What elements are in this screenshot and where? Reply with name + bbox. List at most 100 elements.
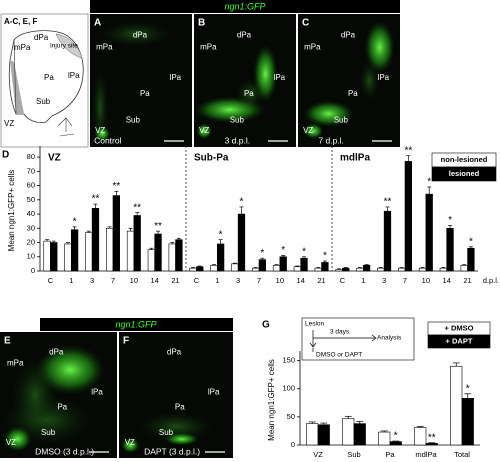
significance-label: * xyxy=(394,431,398,442)
x-tick-label: 3 xyxy=(90,276,94,285)
error-bar xyxy=(378,267,383,269)
y-axis-label: Mean ngn1:GFP+ cells xyxy=(7,170,16,252)
error-bar xyxy=(218,239,223,244)
y-tick-label: 150 xyxy=(282,356,295,365)
region-label: VZ xyxy=(6,438,16,447)
significance-label: * xyxy=(73,217,77,228)
x-tick-label: 7 xyxy=(257,276,261,285)
schematic-label: mPa xyxy=(14,43,31,52)
region-label: lPa xyxy=(170,73,182,82)
error-bar xyxy=(211,264,216,266)
significance-label: ** xyxy=(154,221,162,232)
error-bar xyxy=(295,265,300,267)
bar xyxy=(300,257,308,272)
gfp-signal xyxy=(164,432,199,446)
error-bar xyxy=(65,242,70,244)
region-label: Sub xyxy=(230,116,245,125)
error-bar xyxy=(239,206,244,215)
y-tick-label: 50 xyxy=(27,195,35,204)
error-bar xyxy=(72,226,77,230)
bar xyxy=(425,193,433,272)
region-label: Pa xyxy=(244,89,254,98)
y-tick-label: 30 xyxy=(27,223,35,232)
error-bar xyxy=(232,262,237,264)
x-tick-label: 14 xyxy=(297,276,305,285)
panel-letter: B xyxy=(198,18,205,29)
error-bar xyxy=(128,227,133,232)
region-label: lPa xyxy=(378,73,390,82)
region-label: mPa xyxy=(304,42,321,51)
significance-label: ** xyxy=(112,181,120,192)
significance-label: ** xyxy=(92,194,100,205)
error-bar xyxy=(86,230,91,233)
gfp-signal xyxy=(364,20,395,74)
y-axis-label: Mean ngn1:GFP+ cells xyxy=(267,359,276,441)
region-label: lPa xyxy=(208,388,220,397)
region-label: dPa xyxy=(237,30,252,39)
error-bar xyxy=(107,226,112,229)
schematic-label: Sub xyxy=(36,97,51,106)
region-label: dPa xyxy=(341,30,356,39)
inset-label: Analysis xyxy=(377,335,402,342)
error-bar xyxy=(452,362,460,367)
legend-label: + DAPT xyxy=(446,336,473,345)
bar xyxy=(175,239,183,272)
panel-letter: G xyxy=(262,320,270,331)
bar xyxy=(335,269,343,272)
bar xyxy=(279,256,287,272)
header-title: ngn1:GFP xyxy=(115,319,156,329)
x-tick-label: VZ xyxy=(313,450,323,459)
gfp-signal xyxy=(121,437,140,453)
error-bar xyxy=(322,260,327,263)
significance-label: * xyxy=(469,236,473,247)
significance-label: ** xyxy=(133,202,141,213)
error-bar xyxy=(364,264,369,266)
bar xyxy=(147,249,156,272)
bar xyxy=(321,262,329,272)
bar xyxy=(383,210,392,272)
region-label: mPa xyxy=(7,359,24,368)
legend-swatch xyxy=(427,334,491,349)
region-label: Pa xyxy=(140,89,150,98)
bar xyxy=(258,259,266,272)
y-tick-label: 0 xyxy=(31,266,35,275)
bar xyxy=(377,267,385,272)
header-bar xyxy=(90,0,400,13)
significance-label: ** xyxy=(428,432,436,443)
error-bar xyxy=(260,257,265,260)
error-bar xyxy=(156,230,161,234)
y-tick-label: 0 xyxy=(291,440,295,449)
bar xyxy=(91,208,100,272)
x-tick-label: 3 xyxy=(236,276,240,285)
inset-label: 3 days xyxy=(330,329,350,336)
bar xyxy=(356,267,364,272)
region-label: dPa xyxy=(49,347,64,356)
bar xyxy=(342,267,350,272)
error-bar xyxy=(197,265,202,267)
inset-label: Lesion xyxy=(305,321,325,328)
significance-label: * xyxy=(323,251,327,262)
x-tick-label: C xyxy=(48,276,54,285)
panel-letter: D xyxy=(2,150,9,161)
gfp-signal xyxy=(359,60,380,101)
panel-caption: DMSO (3 d.p.l.) xyxy=(35,446,94,456)
region-label: Sub xyxy=(126,116,141,125)
region-label: Pa xyxy=(57,403,67,412)
bar xyxy=(306,423,319,446)
x-tick-label: 14 xyxy=(151,276,159,285)
error-bar xyxy=(356,421,364,424)
error-bar xyxy=(176,237,181,240)
y-tick-label: 70 xyxy=(27,166,35,175)
error-bar xyxy=(51,240,56,243)
error-bar xyxy=(114,190,119,196)
bar xyxy=(196,266,204,272)
error-bar xyxy=(343,267,348,269)
bar xyxy=(112,195,120,272)
error-bar xyxy=(337,268,342,270)
region-label: VZ xyxy=(303,126,313,135)
gfp-signal xyxy=(303,100,355,128)
panel-caption: 7 d.p.l. xyxy=(318,135,344,145)
x-tick-label: mdlPa xyxy=(415,450,437,459)
bar xyxy=(446,227,454,272)
significance-label: * xyxy=(219,229,223,240)
